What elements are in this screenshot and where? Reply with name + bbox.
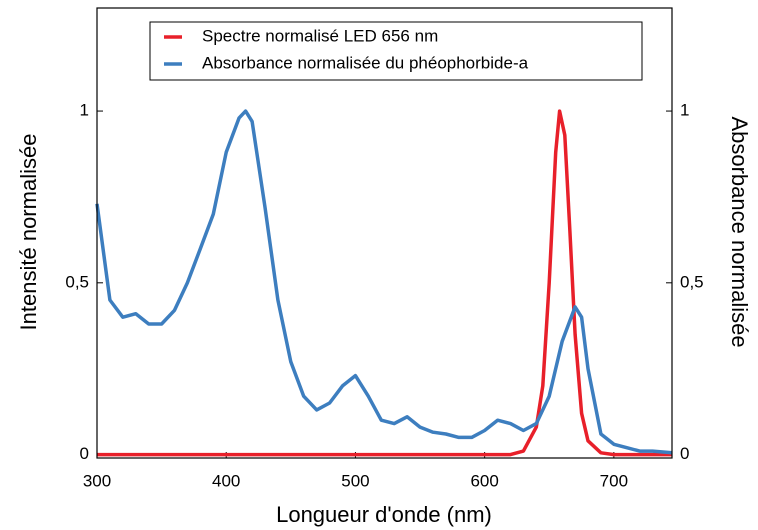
x-tick-label: 500 bbox=[341, 471, 369, 490]
x-tick-label: 400 bbox=[212, 471, 240, 490]
legend-box bbox=[149, 21, 643, 81]
x-tick-label: 600 bbox=[470, 471, 498, 490]
x-tick-label: 700 bbox=[600, 471, 628, 490]
x-axis-label: Longueur d'onde (nm) bbox=[276, 502, 492, 527]
y2-tick-label: 0,5 bbox=[680, 272, 704, 291]
y2-axis-label: Absorbance normalisée bbox=[727, 116, 752, 347]
x-tick-label: 300 bbox=[83, 471, 111, 490]
legend-label: Absorbance normalisée du phéophorbide-a bbox=[202, 53, 529, 72]
y-tick-label: 0 bbox=[80, 444, 89, 463]
y2-tick-label: 0 bbox=[680, 444, 689, 463]
y-tick-label: 0,5 bbox=[65, 272, 89, 291]
y2-tick-label: 1 bbox=[680, 101, 689, 120]
series-line bbox=[95, 109, 673, 455]
legend-label: Spectre normalisé LED 656 nm bbox=[202, 26, 438, 45]
plot-frame bbox=[96, 7, 673, 459]
y-axis-label: Intensité normalisée bbox=[16, 134, 41, 331]
series-line bbox=[97, 109, 672, 457]
y-tick-label: 1 bbox=[80, 101, 89, 120]
